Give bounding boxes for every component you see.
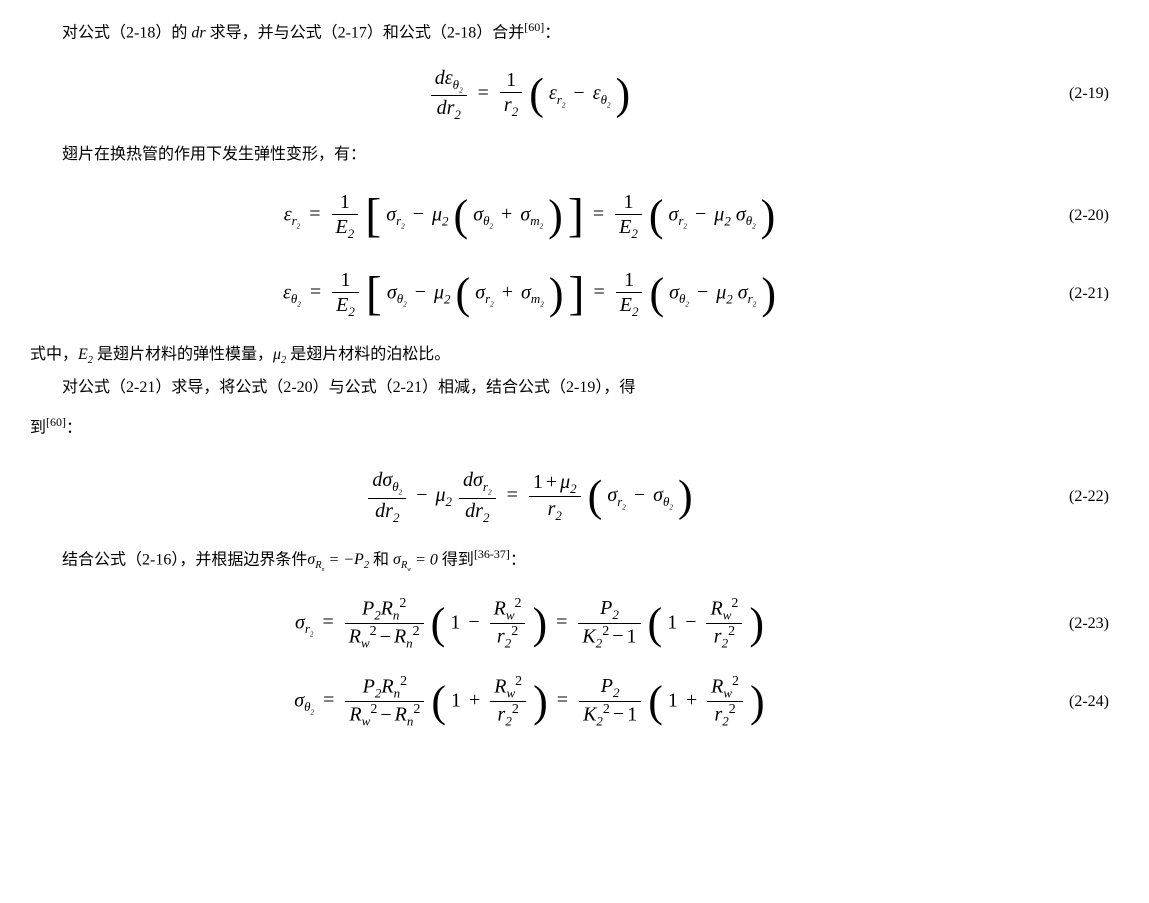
- citation: [36-37]: [474, 547, 510, 561]
- text: 对公式（2-18）的: [62, 24, 191, 41]
- equation-2-19: dεθ2 dr2 = 1 r2 ( εr2 − εθ2 ) (2-19): [30, 64, 1109, 124]
- bc-sigma-Rn: σRn: [307, 551, 324, 568]
- equation-number: (2-21): [1029, 281, 1109, 307]
- citation: [60]: [46, 415, 66, 429]
- equation-body: σθ2 = P2Rn2 Rw2−Rn2 ( 1 + Rw2 r22 ) = P2…: [30, 674, 1029, 730]
- var-E2: E2: [78, 346, 93, 363]
- text: = −: [324, 551, 354, 568]
- text: 结合公式（2-16），并根据边界条件: [62, 551, 307, 568]
- text: 式中，: [30, 346, 78, 363]
- paragraph-2: 翅片在换热管的作用下发生弹性变形，有：: [30, 142, 1109, 168]
- paragraph-4a: 对公式（2-21）求导，将公式（2-20）与公式（2-21）相减，结合公式（2-…: [30, 375, 1109, 401]
- equation-body: σr2 = P2Rn2 Rw2−Rn2 ( 1 − Rw2 r22 ) = P2…: [30, 596, 1029, 652]
- text: 和: [369, 551, 393, 568]
- equation-body: εθ2 = 1 E2 [ σθ2 − μ2 ( σr2 + σm2 ) ] = …: [30, 268, 1029, 320]
- paragraph-1: 对公式（2-18）的 dr 求导，并与公式（2-17）和公式（2-18）合并[6…: [30, 18, 1109, 46]
- text: = 0: [411, 551, 438, 568]
- paragraph-5: 结合公式（2-16），并根据边界条件σRn = −P2 和 σRw = 0 得到…: [30, 545, 1109, 576]
- equation-2-23: σr2 = P2Rn2 Rw2−Rn2 ( 1 − Rw2 r22 ) = P2…: [30, 594, 1109, 654]
- paragraph-3: 式中，E2 是翅片材料的弹性模量，μ2 是翅片材料的泊松比。: [30, 342, 1109, 370]
- text: 求导，并与公式（2-17）和公式（2-18）合并: [206, 24, 525, 41]
- var-dr: dr: [191, 24, 205, 41]
- bc-sigma-Rw: σRw: [393, 551, 411, 568]
- equation-2-22: dσθ2 dr2 − μ2 dσr2 dr2 = 1+μ2 r2 ( σr2 −…: [30, 467, 1109, 527]
- text: 到: [30, 419, 46, 436]
- equation-body: dεθ2 dr2 = 1 r2 ( εr2 − εθ2 ): [30, 66, 1029, 123]
- text: ：: [544, 24, 560, 41]
- equation-body: dσθ2 dr2 − μ2 dσr2 dr2 = 1+μ2 r2 ( σr2 −…: [30, 468, 1029, 525]
- text: ：: [510, 551, 526, 568]
- citation: [60]: [524, 20, 544, 34]
- equation-number: (2-24): [1029, 689, 1109, 715]
- text: ：: [66, 419, 82, 436]
- equation-2-20: εr2 = 1 E2 [ σr2 − μ2 ( σθ2 + σm2 ) ] = …: [30, 186, 1109, 246]
- equation-2-24: σθ2 = P2Rn2 Rw2−Rn2 ( 1 + Rw2 r22 ) = P2…: [30, 672, 1109, 732]
- equation-2-21: εθ2 = 1 E2 [ σθ2 − μ2 ( σr2 + σm2 ) ] = …: [30, 264, 1109, 324]
- text: 是翅片材料的弹性模量，: [93, 346, 273, 363]
- equation-number: (2-20): [1029, 203, 1109, 229]
- equation-number: (2-22): [1029, 484, 1109, 510]
- text: 得到: [438, 551, 474, 568]
- paragraph-4b: 到[60]：: [30, 407, 1109, 449]
- var-P2: P2: [354, 551, 369, 568]
- equation-number: (2-23): [1029, 611, 1109, 637]
- equation-body: εr2 = 1 E2 [ σr2 − μ2 ( σθ2 + σm2 ) ] = …: [30, 190, 1029, 242]
- var-mu2: μ2: [273, 346, 286, 363]
- text: 是翅片材料的泊松比。: [286, 346, 450, 363]
- equation-number: (2-19): [1029, 81, 1109, 107]
